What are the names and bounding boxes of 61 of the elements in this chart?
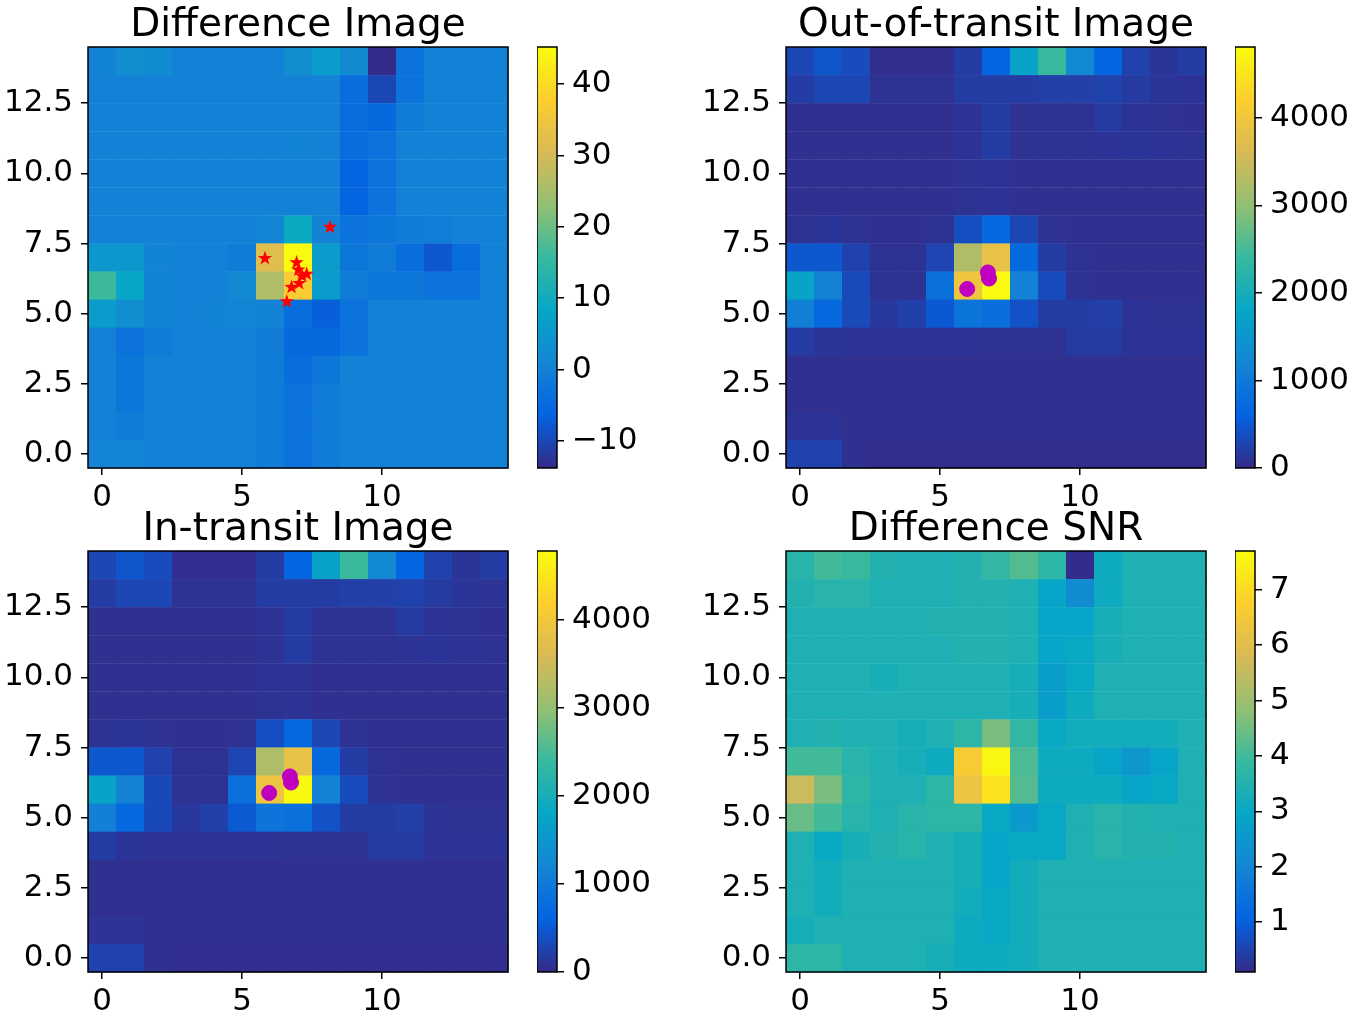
x-tick-label: 5 bbox=[232, 476, 252, 513]
y-tick-label: 2.5 bbox=[23, 866, 73, 903]
color-bar-label: 0 bbox=[572, 348, 592, 385]
y-tick-label: 10.0 bbox=[701, 656, 771, 693]
y-tick-label: 2.5 bbox=[721, 362, 771, 399]
x-tick-label: 5 bbox=[930, 476, 950, 513]
y-tick-label: 5.0 bbox=[23, 292, 73, 329]
y-tick-label: 12.5 bbox=[3, 82, 73, 119]
x-tick-label: 5 bbox=[930, 980, 950, 1017]
x-tick-label: 10 bbox=[362, 476, 402, 513]
y-tick-label: 5.0 bbox=[721, 292, 771, 329]
color-bar-label: 1000 bbox=[1270, 359, 1349, 396]
color-bar-label: 2000 bbox=[572, 774, 651, 811]
y-tick-label: 12.5 bbox=[701, 82, 771, 119]
x-tick-label: 0 bbox=[790, 476, 810, 513]
color-bar-label: 7 bbox=[1270, 568, 1290, 605]
y-tick-label: 10.0 bbox=[3, 656, 73, 693]
color-bar-label: 4000 bbox=[572, 598, 651, 635]
color-bar-label: 3 bbox=[1270, 790, 1290, 827]
chart-title: Difference Image bbox=[130, 0, 466, 45]
color-bar-label: 3000 bbox=[572, 686, 651, 723]
color-bar-label: −10 bbox=[572, 419, 638, 456]
color-bar-label: 2 bbox=[1270, 845, 1290, 882]
point bbox=[279, 294, 294, 308]
y-tick-label: 0.0 bbox=[721, 937, 771, 974]
color-bar-label: 3000 bbox=[1270, 184, 1349, 221]
chart-title: Out-of-transit Image bbox=[798, 0, 1194, 45]
y-tick-label: 7.5 bbox=[23, 222, 73, 259]
color-bar-label: 10 bbox=[572, 277, 612, 314]
color-bar-label: 5 bbox=[1270, 679, 1290, 716]
y-tick-label: 10.0 bbox=[3, 152, 73, 189]
y-tick-label: 0.0 bbox=[721, 433, 771, 470]
y-tick-label: 7.5 bbox=[721, 222, 771, 259]
color-bar-label: 0 bbox=[572, 951, 592, 988]
color-bar-label: 4 bbox=[1270, 735, 1290, 772]
y-tick-label: 12.5 bbox=[701, 586, 771, 623]
y-tick-label: 7.5 bbox=[721, 726, 771, 763]
color-bar-label: 6 bbox=[1270, 624, 1290, 661]
color-bar-label: 1000 bbox=[572, 862, 651, 899]
color-bar-label: 30 bbox=[572, 134, 612, 171]
color-bar-label: 20 bbox=[572, 205, 612, 242]
x-tick-label: 10 bbox=[362, 980, 402, 1017]
color-bar-label: 1 bbox=[1270, 901, 1290, 938]
x-tick-label: 0 bbox=[790, 980, 810, 1017]
color-bar-label: 4000 bbox=[1270, 96, 1349, 133]
x-tick-label: 0 bbox=[92, 476, 112, 513]
y-tick-label: 7.5 bbox=[23, 726, 73, 763]
y-tick-label: 2.5 bbox=[23, 362, 73, 399]
y-tick-label: 2.5 bbox=[721, 866, 771, 903]
color-bar-label: 0 bbox=[1270, 447, 1290, 484]
y-tick-label: 0.0 bbox=[23, 937, 73, 974]
y-tick-label: 5.0 bbox=[23, 796, 73, 833]
x-tick-label: 10 bbox=[1060, 980, 1100, 1017]
color-bar-label: 40 bbox=[572, 63, 612, 100]
x-tick-label: 5 bbox=[232, 980, 252, 1017]
x-tick-label: 0 bbox=[92, 980, 112, 1017]
y-tick-label: 12.5 bbox=[3, 586, 73, 623]
y-tick-label: 10.0 bbox=[701, 152, 771, 189]
color-bar-label: 2000 bbox=[1270, 271, 1349, 308]
y-tick-label: 0.0 bbox=[23, 433, 73, 470]
y-tick-label: 5.0 bbox=[721, 796, 771, 833]
